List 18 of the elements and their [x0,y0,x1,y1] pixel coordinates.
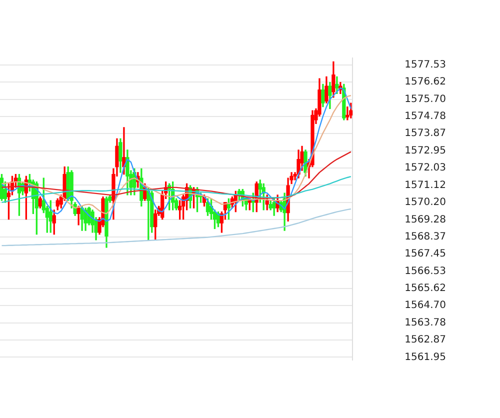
y-tick-label: 1569.28 [404,214,446,226]
y-tick-label: 1566.53 [404,266,446,277]
y-tick-label: 1574.78 [404,111,446,122]
y-tick-label: 1563.78 [404,317,446,328]
y-tick-label: 1572.03 [404,162,446,174]
y-tick-label: 1565.62 [404,282,446,294]
y-tick-label: 1576.62 [404,76,446,88]
y-tick-label: 1573.87 [404,128,446,140]
y-tick-label: 1567.45 [404,248,446,260]
y-tick-label: 1568.37 [404,231,446,242]
y-tick-label: 1577.53 [404,60,446,71]
y-tick-label: 1575.70 [404,94,446,105]
y-tick-label: 1562.87 [404,334,446,346]
y-tick-label: 1572.95 [404,145,446,156]
y-tick-label: 1571.12 [404,180,446,191]
y-tick-label: 1570.20 [404,197,446,208]
y-tick-label: 1561.95 [404,352,446,363]
y-tick-label: 1564.70 [404,300,446,312]
